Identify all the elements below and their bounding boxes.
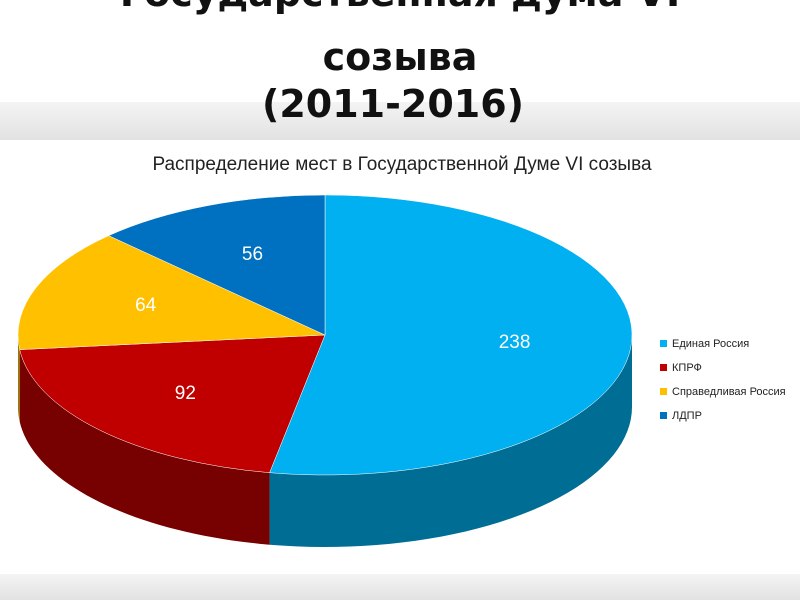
legend-label: ЛДПР	[672, 410, 702, 422]
value-label: 56	[242, 244, 263, 265]
footer-band	[0, 574, 800, 600]
value-label: 64	[135, 295, 157, 316]
legend-label: КПРФ	[672, 362, 702, 374]
value-label: 238	[499, 332, 531, 353]
legend-swatch	[660, 388, 667, 395]
legend-label: Справедливая Россия	[672, 386, 786, 398]
legend-label: Единая Россия	[672, 338, 749, 350]
slide-title: Государственная дума VI	[120, 0, 680, 15]
legend: Единая Россия КПРФ Справедливая Россия ЛДПР	[660, 338, 786, 422]
legend-swatch	[660, 412, 667, 419]
slice	[269, 194, 633, 476]
slide-title: созыва	[323, 35, 478, 79]
slice	[108, 194, 326, 336]
pie: 238 92 64 56	[17, 194, 633, 547]
slice	[17, 235, 326, 350]
slice-side	[19, 349, 270, 545]
slide-title: (2011-2016)	[262, 82, 524, 126]
slice	[19, 334, 326, 473]
chart-title: Распределение мест в Государственной Дум…	[152, 154, 652, 175]
header-band	[0, 102, 800, 140]
legend-swatch	[660, 364, 667, 371]
value-label: 92	[175, 383, 196, 404]
slice-side	[18, 335, 20, 422]
slice-side	[269, 335, 632, 547]
legend-swatch	[660, 340, 667, 347]
